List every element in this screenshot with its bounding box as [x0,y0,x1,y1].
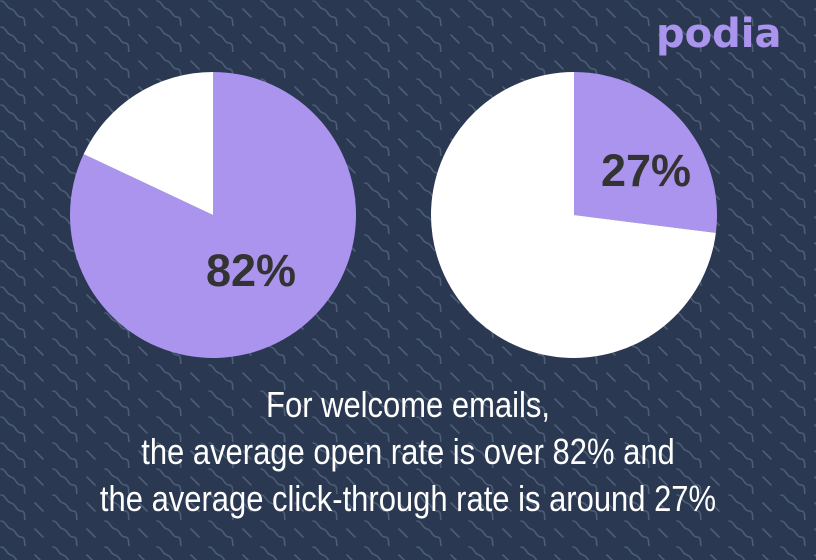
pie-slice-clicked [574,72,717,233]
click-through-pie [431,72,717,359]
open-rate-pie [69,72,357,359]
open-rate-pie-chart: 82% [68,70,358,360]
caption-line-1: For welcome emails, [266,384,550,425]
caption-line-2: the average open rate is over 82% and [141,431,675,472]
podia-logo: podia [656,11,782,57]
click-through-label: 27% [601,145,692,196]
pie-slice-not-clicked [431,72,716,359]
caption: For welcome emails, the average open rat… [57,381,759,522]
open-rate-label: 82% [206,245,297,296]
caption-line-3: the average click-through rate is around… [99,478,717,519]
click-through-pie-chart: 27% [429,70,719,360]
pie-slice-not-opened [83,72,213,215]
pie-slice-opened [69,72,357,359]
